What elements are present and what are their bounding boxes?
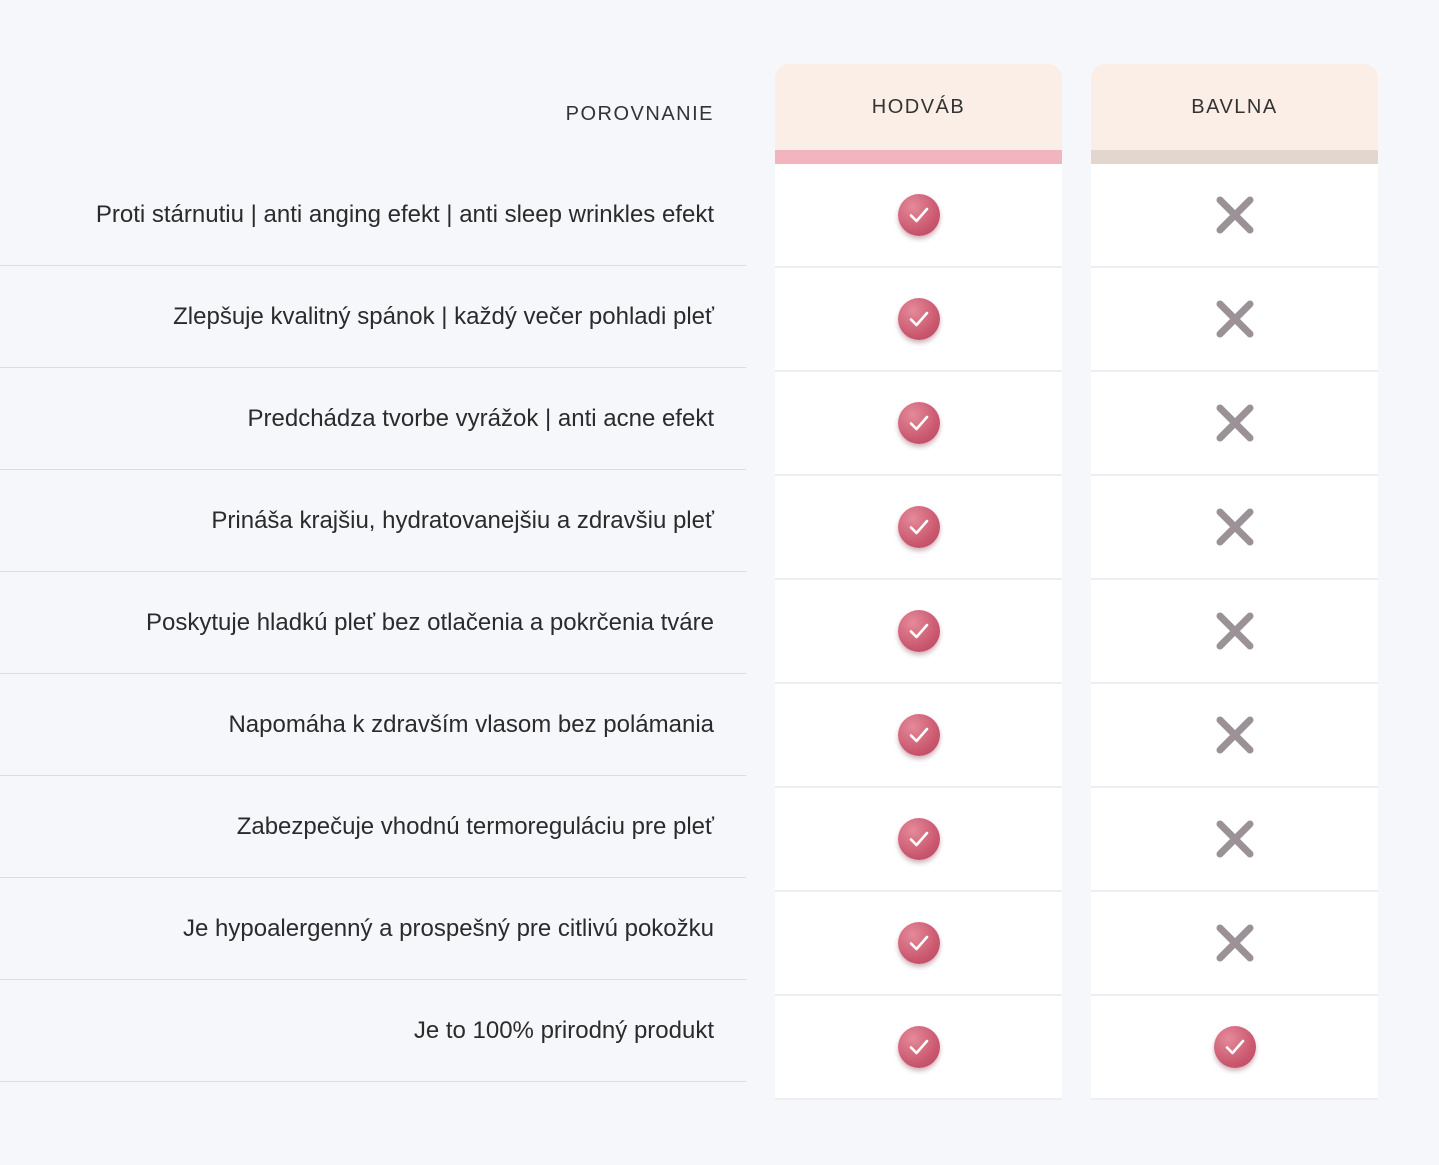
cotton-column: BAVLNA	[1091, 64, 1378, 1100]
cotton-cell	[1091, 892, 1378, 996]
silk-cell	[775, 684, 1062, 788]
cross-icon	[1213, 609, 1257, 653]
feature-label: Zlepšuje kvalitný spánok | každý večer p…	[0, 266, 746, 368]
feature-label: Je hypoalergenný a prospešný pre citlivú…	[0, 878, 746, 980]
cross-icon	[1213, 921, 1257, 965]
check-circle-icon	[897, 714, 940, 756]
check-circle-icon	[897, 922, 940, 964]
cross-icon	[1213, 401, 1257, 445]
feature-label-column: POROVNANIE Proti stárnutiu | anti anging…	[0, 64, 746, 1082]
check-circle-icon	[1213, 1026, 1256, 1068]
cotton-column-stripe	[1091, 150, 1378, 164]
cross-icon	[1213, 713, 1257, 757]
cotton-column-header: BAVLNA	[1091, 64, 1378, 150]
cotton-cell	[1091, 164, 1378, 268]
silk-cell	[775, 892, 1062, 996]
check-circle-icon	[897, 402, 940, 444]
cross-icon	[1213, 505, 1257, 549]
comparison-heading: POROVNANIE	[565, 102, 714, 125]
cotton-cell	[1091, 788, 1378, 892]
cotton-cell	[1091, 996, 1378, 1100]
check-circle-icon	[897, 298, 940, 340]
check-circle-icon	[897, 818, 940, 860]
silk-column-header: HODVÁB	[775, 64, 1062, 150]
silk-cell	[775, 580, 1062, 684]
check-circle-icon	[897, 194, 940, 236]
feature-label: Je to 100% prirodný produkt	[0, 980, 746, 1082]
silk-cell	[775, 996, 1062, 1100]
silk-column: HODVÁB	[775, 64, 1062, 1100]
feature-label: Napomáha k zdravším vlasom bez polámania	[0, 674, 746, 776]
cotton-cell	[1091, 268, 1378, 372]
cross-icon	[1213, 193, 1257, 237]
feature-label: Prináša krajšiu, hydratovanejšiu a zdrav…	[0, 470, 746, 572]
check-circle-icon	[897, 610, 940, 652]
cotton-cell	[1091, 476, 1378, 580]
feature-label: Predchádza tvorbe vyrážok | anti acne ef…	[0, 368, 746, 470]
cotton-cell	[1091, 372, 1378, 476]
cotton-cell	[1091, 684, 1378, 788]
check-circle-icon	[897, 506, 940, 548]
silk-cell	[775, 788, 1062, 892]
silk-cell	[775, 372, 1062, 476]
cross-icon	[1213, 297, 1257, 341]
silk-cell	[775, 476, 1062, 580]
silk-cell	[775, 268, 1062, 372]
feature-label: Zabezpečuje vhodnú termoreguláciu pre pl…	[0, 776, 746, 878]
check-circle-icon	[897, 1026, 940, 1068]
silk-cell	[775, 164, 1062, 268]
cross-icon	[1213, 817, 1257, 861]
feature-label: Proti stárnutiu | anti anging efekt | an…	[0, 164, 746, 266]
feature-label: Poskytuje hladkú pleť bez otlačenia a po…	[0, 572, 746, 674]
cotton-cell	[1091, 580, 1378, 684]
silk-column-stripe	[775, 150, 1062, 164]
